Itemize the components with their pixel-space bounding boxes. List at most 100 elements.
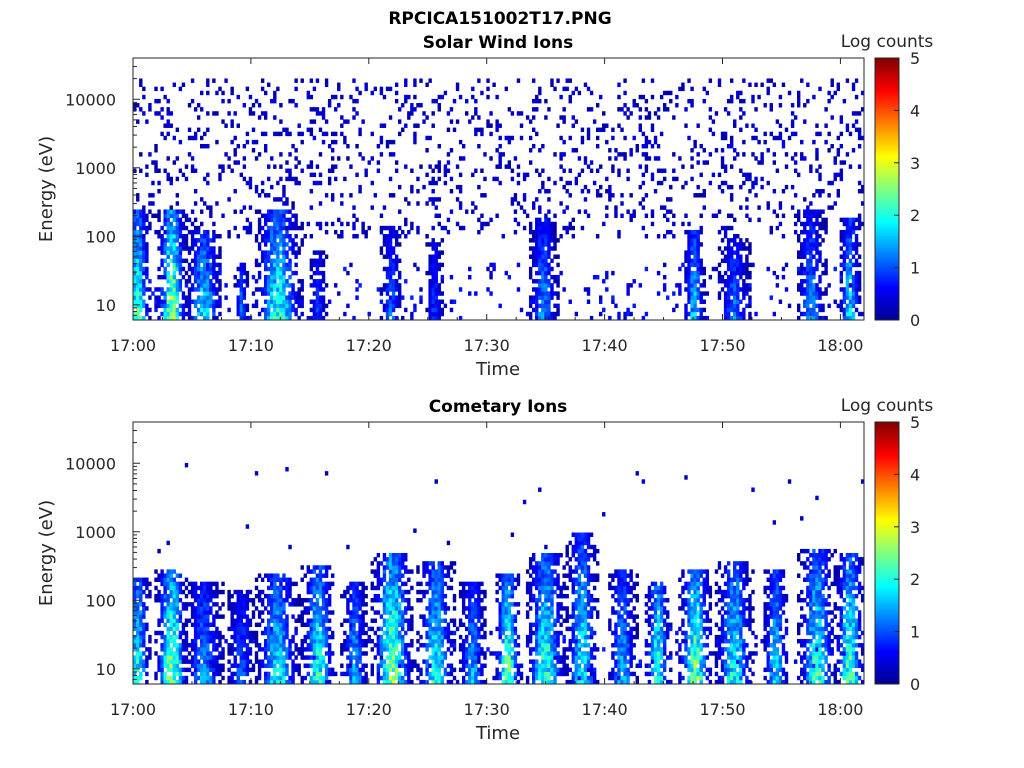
heatmap-cell: [742, 262, 746, 268]
heatmap-cell: [139, 78, 143, 83]
heatmap-cell: [666, 107, 670, 112]
heatmap-cell: [178, 610, 183, 615]
heatmap-cell: [218, 283, 222, 288]
heatmap-cell: [729, 225, 734, 231]
heatmap-cell: [260, 602, 265, 607]
heatmap-cell: [726, 262, 731, 268]
heatmap-cell: [845, 246, 850, 251]
heatmap-cell: [163, 221, 167, 227]
heatmap-cell: [157, 295, 161, 300]
heatmap-cell: [324, 471, 329, 476]
heatmap-cell: [382, 622, 387, 628]
heatmap-cell: [528, 299, 533, 304]
heatmap-cell: [142, 221, 146, 227]
heatmap-cell: [455, 164, 460, 169]
heatmap-cell: [803, 119, 807, 124]
heatmap-cell: [196, 630, 201, 636]
heatmap-cell: [300, 295, 304, 300]
heatmap-cell: [236, 630, 240, 636]
heatmap-cell: [851, 217, 856, 223]
heatmap-cell: [300, 643, 304, 648]
heatmap-cell: [748, 295, 752, 300]
heatmap-cell: [391, 659, 396, 664]
heatmap-cell: [200, 274, 204, 280]
heatmap-cell: [139, 238, 143, 243]
heatmap-cell: [306, 581, 311, 587]
heatmap-cell: [848, 315, 853, 321]
heatmap-cell: [355, 234, 359, 239]
heatmap-cell: [279, 295, 283, 300]
heatmap-cell: [285, 160, 289, 165]
heatmap-cell: [181, 266, 186, 272]
heatmap-cell: [154, 287, 158, 292]
heatmap-cell: [136, 197, 140, 202]
heatmap-cell: [726, 311, 731, 317]
heatmap-cell: [385, 315, 390, 321]
heatmap-cell: [845, 250, 850, 255]
colorbar-segment: [875, 300, 899, 303]
heatmap-cell: [327, 634, 332, 640]
heatmap-cell: [260, 131, 265, 137]
heatmap-cell: [355, 279, 359, 284]
heatmap-cell: [568, 180, 572, 186]
heatmap-cell: [404, 307, 408, 313]
heatmap-cell: [178, 139, 183, 145]
heatmap-cell: [687, 98, 691, 104]
heatmap-cell: [672, 291, 676, 296]
heatmap-cell: [309, 258, 314, 264]
heatmap-cell: [739, 90, 743, 96]
heatmap-cell: [827, 148, 831, 153]
heatmap-cell: [687, 270, 691, 276]
heatmap-cell: [346, 156, 350, 161]
heatmap-cell: [376, 643, 381, 648]
heatmap-cell: [321, 279, 326, 284]
heatmap-cell: [376, 593, 381, 599]
heatmap-cell: [416, 176, 420, 182]
heatmap-cell: [282, 299, 286, 304]
heatmap-cell: [285, 295, 289, 300]
heatmap-cell: [151, 180, 155, 186]
heatmap-cell: [175, 127, 180, 133]
heatmap-cell: [346, 598, 350, 603]
heatmap-cell: [678, 287, 682, 292]
heatmap-cell: [196, 651, 201, 656]
heatmap-cell: [157, 655, 161, 660]
heatmap-cell: [236, 283, 240, 288]
heatmap-cell: [696, 234, 700, 239]
heatmap-cell: [200, 221, 204, 227]
heatmap-cell: [257, 152, 262, 157]
heatmap-cell: [321, 107, 326, 112]
heatmap-cell: [324, 254, 329, 259]
heatmap-cell: [172, 213, 176, 218]
heatmap-cell: [842, 311, 847, 317]
heatmap-cell: [644, 139, 649, 145]
heatmap-cell: [239, 630, 243, 636]
heatmap-cell: [190, 258, 195, 264]
heatmap-cell: [696, 250, 700, 255]
heatmap-cell: [227, 626, 231, 632]
heatmap-cell: [595, 234, 600, 239]
heatmap-cell: [684, 287, 688, 292]
heatmap-cell: [693, 258, 697, 264]
heatmap-cell: [273, 98, 277, 104]
heatmap-cell: [203, 630, 207, 636]
heatmap-cell: [553, 291, 557, 296]
heatmap-cell: [620, 213, 624, 218]
heatmap-cell: [742, 98, 746, 104]
heatmap-cell: [458, 201, 463, 206]
heatmap-cell: [854, 258, 859, 264]
heatmap-cell: [166, 647, 170, 652]
heatmap-cell: [340, 663, 344, 668]
heatmap-cell: [352, 593, 356, 599]
heatmap-cell: [358, 581, 362, 587]
heatmap-cell: [200, 90, 204, 96]
heatmap-cell: [181, 234, 186, 239]
heatmap-cell: [857, 213, 862, 218]
heatmap-cell: [270, 258, 274, 264]
heatmap-cell: [209, 291, 213, 296]
heatmap-cell: [812, 246, 816, 251]
heatmap-cell: [693, 303, 697, 309]
heatmap-cell: [139, 225, 143, 231]
heatmap-cell: [355, 679, 359, 685]
heatmap-cell: [644, 213, 649, 218]
